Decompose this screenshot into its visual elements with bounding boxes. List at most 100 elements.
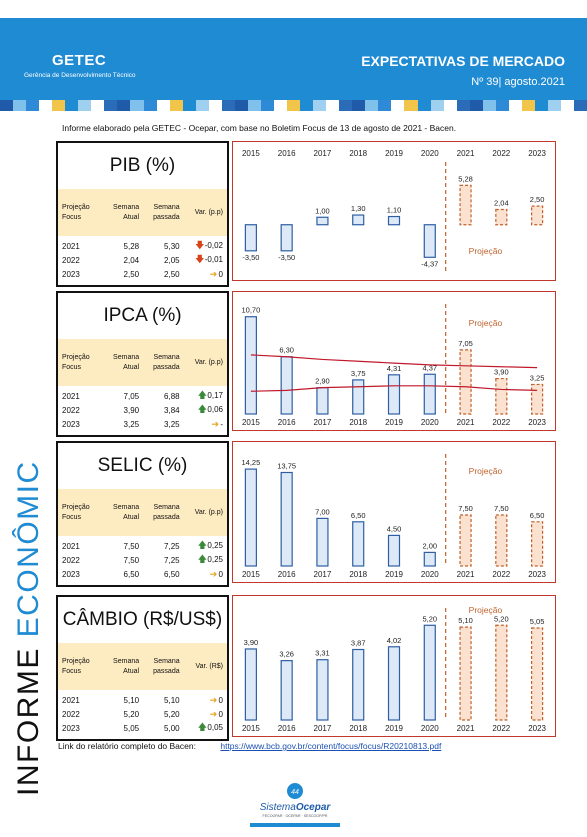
variation-cell: 🡇-0,01 (180, 252, 227, 268)
x-tick-label: 2015 (242, 418, 260, 427)
year-cell: 2022 (62, 255, 80, 265)
side-title: INFORME ECONÔMICO (4, 435, 46, 800)
x-tick-label: 2020 (421, 724, 439, 733)
svg-text:SistemaOcepar: SistemaOcepar (260, 802, 332, 813)
indicator-table-3: CÂMBIO (R$/US$) Projeção Focus Semana Atua… (56, 595, 229, 741)
year-cell: 2021 (62, 541, 80, 551)
data-label: 4,37 (422, 363, 437, 372)
intro-text: Informe elaborado pela GETEC - Ocepar, c… (62, 123, 457, 133)
current-week-cell: 5,28 (123, 241, 140, 251)
x-tick-label: 2016 (278, 149, 296, 158)
column-header: Semana passada (153, 658, 180, 675)
x-tick-label: 2019 (385, 418, 403, 427)
data-label: 2,04 (494, 199, 509, 208)
column-header: Var. (p.p) (194, 508, 223, 516)
variation-cell: ➔0 (180, 269, 227, 280)
current-week-cell: 5,05 (123, 723, 140, 733)
data-label: 5,20 (422, 614, 437, 623)
x-tick-label: 2018 (349, 724, 367, 733)
edition-label: Nº 39| agosto.2021 (471, 76, 565, 88)
column-header: Semana Atual (113, 354, 140, 371)
data-label: 3,90 (244, 638, 259, 647)
table-header: Projeção Focus Semana Atual Semana passada… (58, 339, 227, 386)
x-tick-label: 2019 (385, 149, 403, 158)
bar-2018 (352, 648, 365, 721)
table-row: 2021 7,05 6,88 🡅0,17 (58, 389, 227, 403)
current-week-cell: 2,04 (123, 255, 140, 265)
variation-value: 0,06 (207, 405, 223, 414)
side-title-text: INFORME ECONÔMICO (11, 460, 45, 796)
variation-value: - (220, 419, 223, 429)
bacen-report-link[interactable]: https://www.bcb.gov.br/content/focus/foc… (220, 741, 442, 751)
table-row: 2022 2,04 2,05 🡇-0,01 (58, 253, 227, 267)
svg-text:FECOOPAR · OCEPAR · SESCOOP/PR: FECOOPAR · OCEPAR · SESCOOP/PR (263, 814, 328, 818)
bar-2021 (459, 184, 472, 226)
column-header: Semana passada (153, 504, 180, 521)
current-week-cell: 7,50 (123, 555, 140, 565)
chart-svg: 2015 2016 2017 2018 2019 2020 2021 2022 2023 Proj… (242, 149, 547, 274)
chart-3: 2015 2016 2017 2018 2019 2020 2021 2022 2023 Proj… (232, 595, 556, 737)
table-row: 2023 3,25 3,25 ➔- (58, 417, 227, 431)
data-label: 3,90 (494, 368, 509, 377)
column-header: Semana Atual (113, 504, 140, 521)
report-title: EXPECTATIVAS DE MERCADO (361, 53, 565, 69)
svg-text:44: 44 (291, 789, 299, 796)
variation-value: 0 (218, 695, 223, 705)
arrow-up-icon: 🡅 (197, 540, 208, 550)
year-cell: 2023 (62, 723, 80, 733)
bar-2022 (495, 514, 508, 567)
current-week-cell: 3,90 (123, 405, 140, 415)
variation-value: -0,02 (204, 241, 223, 250)
getec-logo: GETEC (52, 52, 107, 69)
data-label: 3,26 (279, 650, 294, 659)
bar-2020 (423, 224, 436, 258)
variation-cell: 🡅0,25 (180, 552, 227, 568)
variation-value: 0,25 (207, 541, 223, 550)
data-label: 7,05 (458, 339, 473, 348)
chart-1: 2015 2016 2017 2018 2019 2020 2021 2022 2023 Proj… (232, 291, 556, 431)
previous-week-cell: 5,00 (164, 723, 180, 733)
bar-2016 (280, 660, 293, 721)
year-cell: 2022 (62, 709, 80, 719)
data-label: 3,25 (530, 373, 545, 382)
indicator-table-1: IPCA (%) Projeção Focus Semana Atual Semana… (56, 291, 229, 437)
variation-value: 0,25 (207, 555, 223, 564)
previous-week-cell: 7,25 (164, 555, 180, 565)
variation-value: -0,01 (204, 255, 223, 264)
column-header: Projeção Focus (62, 204, 90, 221)
bar-2017 (316, 659, 329, 721)
x-tick-label: 2022 (492, 570, 510, 579)
table-header: Projeção Focus Semana Atual Semana passada… (58, 643, 227, 690)
data-label: 1,10 (387, 206, 402, 215)
x-tick-label: 2023 (528, 149, 546, 158)
bar-2021 (459, 626, 472, 721)
x-tick-label: 2021 (457, 570, 475, 579)
bar-2016 (280, 471, 293, 567)
footer: Link do relatório completo do Bacen: htt… (58, 741, 441, 751)
x-tick-label: 2018 (349, 418, 367, 427)
data-label: 5,28 (458, 174, 473, 183)
variation-cell: ➔0 (180, 569, 227, 580)
x-tick-label: 2019 (385, 724, 403, 733)
current-week-cell: 6,50 (123, 569, 140, 579)
x-tick-label: 2019 (385, 570, 403, 579)
data-label: 13,75 (277, 462, 296, 471)
year-cell: 2023 (62, 569, 80, 579)
x-tick-label: 2018 (349, 149, 367, 158)
variation-value: 0,05 (207, 723, 223, 732)
arrow-right-icon: ➔ (211, 418, 220, 429)
side-title-part2: ECONÔMICO (11, 460, 45, 637)
table-row: 2023 5,05 5,00 🡅0,05 (58, 721, 227, 735)
x-tick-label: 2015 (242, 570, 260, 579)
variation-value: 0 (218, 569, 223, 579)
chart-0: 2015 2016 2017 2018 2019 2020 2021 2022 2023 Proj… (232, 141, 556, 281)
bar-2018 (352, 521, 365, 567)
bar-2019 (387, 534, 401, 567)
bar-2020 (423, 551, 436, 567)
arrow-right-icon: ➔ (209, 708, 218, 719)
previous-week-cell: 5,20 (164, 709, 180, 719)
current-week-cell: 5,20 (123, 709, 140, 719)
data-label: 3,87 (351, 639, 366, 648)
previous-week-cell: 5,30 (164, 241, 180, 251)
data-label: 2,90 (315, 377, 330, 386)
